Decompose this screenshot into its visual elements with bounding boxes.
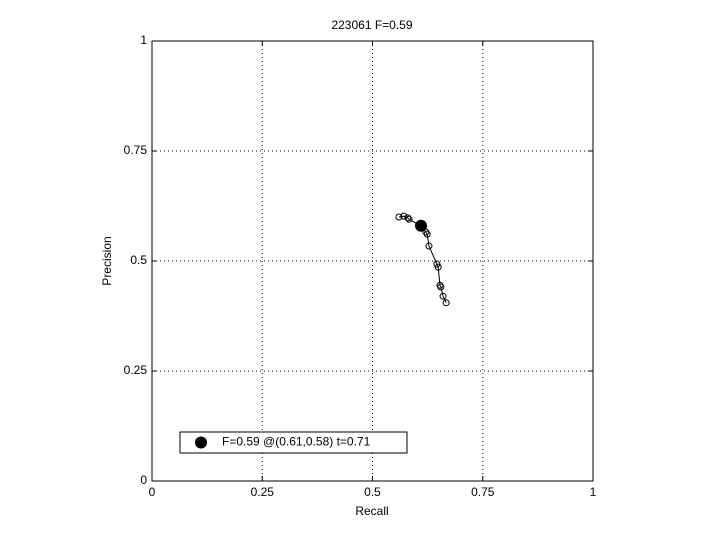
y-axis-label: Precision [100,236,114,285]
legend-label: F=0.59 @(0.61,0.58) t=0.71 [222,435,371,449]
legend-box [179,431,408,454]
point [439,292,447,300]
point [442,299,450,307]
y-tick-label: 1 [140,33,147,47]
point [404,214,412,222]
plot-frame [151,40,594,482]
y-tick-label: 0.25 [124,363,148,377]
y-tick-label: 0.75 [124,143,148,157]
legend-marker [195,436,207,449]
x-axis-label: Recall [355,504,388,518]
x-tick-label: 0.5 [364,485,381,499]
best-point [415,219,428,232]
point [433,260,441,268]
x-tick-label: 1 [590,485,597,499]
point [425,242,433,250]
point [395,213,403,221]
point [437,283,445,291]
point [400,212,408,220]
x-tick-label: 0 [149,485,156,499]
point [434,263,442,271]
y-tick-label: 0.5 [130,253,147,267]
y-tick-label: 0 [140,473,147,487]
x-tick-label: 0.25 [251,485,275,499]
x-tick-label: 0.75 [471,485,495,499]
curve [398,215,447,304]
chart-title: 223061 F=0.59 [331,18,412,32]
point [423,230,431,238]
point [405,215,413,223]
